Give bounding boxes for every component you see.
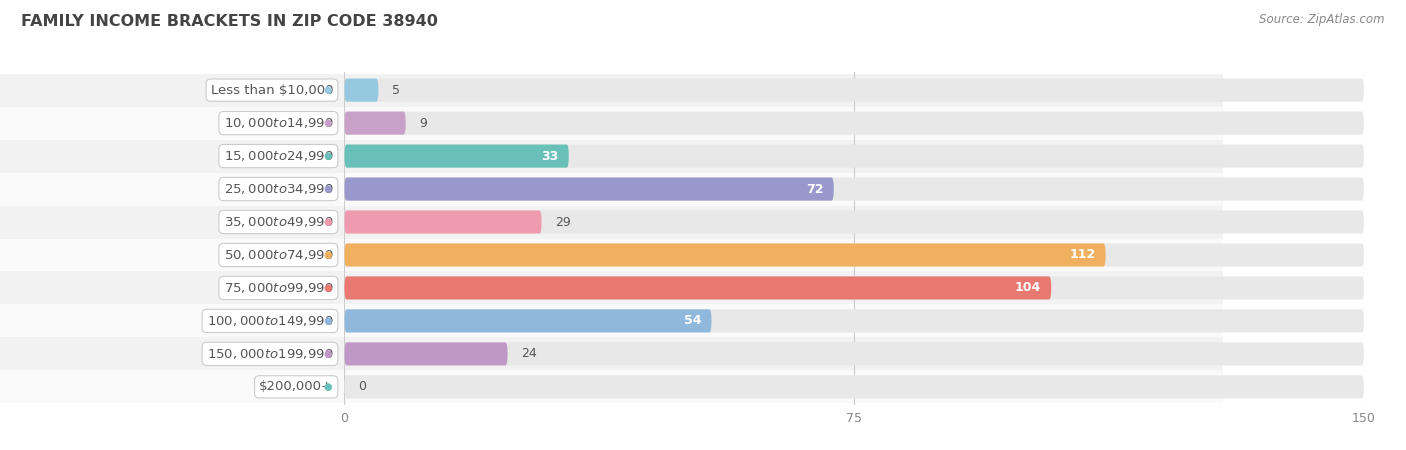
FancyBboxPatch shape (344, 177, 834, 201)
Text: FAMILY INCOME BRACKETS IN ZIP CODE 38940: FAMILY INCOME BRACKETS IN ZIP CODE 38940 (21, 14, 437, 28)
Text: 104: 104 (1015, 281, 1040, 294)
Text: $100,000 to $149,999: $100,000 to $149,999 (207, 314, 333, 328)
Text: ●: ● (323, 184, 332, 194)
Text: Less than $10,000: Less than $10,000 (211, 84, 333, 97)
Text: ●: ● (323, 316, 332, 326)
Text: $10,000 to $14,999: $10,000 to $14,999 (224, 116, 333, 130)
Text: 112: 112 (1069, 248, 1095, 261)
FancyBboxPatch shape (344, 243, 1364, 266)
Bar (0, 206, 1223, 238)
Text: 54: 54 (683, 315, 702, 328)
Bar (0, 74, 1223, 107)
FancyBboxPatch shape (344, 375, 1364, 398)
Bar (0, 305, 1223, 338)
Text: ●: ● (323, 217, 332, 227)
Text: $75,000 to $99,999: $75,000 to $99,999 (224, 281, 333, 295)
FancyBboxPatch shape (344, 144, 1364, 167)
FancyBboxPatch shape (344, 342, 508, 365)
Text: ●: ● (323, 382, 332, 392)
Bar (0, 107, 1223, 140)
Text: $50,000 to $74,999: $50,000 to $74,999 (224, 248, 333, 262)
Text: $15,000 to $24,999: $15,000 to $24,999 (224, 149, 333, 163)
Text: 72: 72 (806, 183, 824, 196)
Text: ●: ● (323, 283, 332, 293)
Bar (0, 172, 1223, 206)
Text: $200,000+: $200,000+ (259, 380, 333, 393)
Bar (0, 238, 1223, 271)
FancyBboxPatch shape (344, 342, 1364, 365)
Text: $150,000 to $199,999: $150,000 to $199,999 (207, 347, 333, 361)
FancyBboxPatch shape (344, 310, 711, 333)
Text: 29: 29 (555, 216, 571, 229)
FancyBboxPatch shape (344, 79, 378, 102)
Bar (0, 338, 1223, 370)
Text: ●: ● (323, 151, 332, 161)
Text: 33: 33 (541, 149, 558, 162)
FancyBboxPatch shape (344, 79, 1364, 102)
Text: 5: 5 (392, 84, 401, 97)
Text: $25,000 to $34,999: $25,000 to $34,999 (224, 182, 333, 196)
FancyBboxPatch shape (344, 276, 1052, 300)
Text: 0: 0 (359, 380, 366, 393)
FancyBboxPatch shape (344, 211, 1364, 234)
Text: $35,000 to $49,999: $35,000 to $49,999 (224, 215, 333, 229)
Text: ●: ● (323, 118, 332, 128)
FancyBboxPatch shape (344, 211, 541, 234)
FancyBboxPatch shape (344, 310, 1364, 333)
Text: 24: 24 (522, 347, 537, 360)
Text: Source: ZipAtlas.com: Source: ZipAtlas.com (1260, 14, 1385, 27)
FancyBboxPatch shape (344, 243, 1105, 266)
FancyBboxPatch shape (344, 112, 405, 135)
Bar (0, 271, 1223, 305)
Text: ●: ● (323, 250, 332, 260)
Text: ●: ● (323, 349, 332, 359)
FancyBboxPatch shape (344, 144, 568, 167)
FancyBboxPatch shape (344, 112, 1364, 135)
FancyBboxPatch shape (344, 177, 1364, 201)
Bar (0, 370, 1223, 403)
Text: 9: 9 (419, 117, 427, 130)
Text: ●: ● (323, 85, 332, 95)
Bar (0, 140, 1223, 172)
FancyBboxPatch shape (344, 276, 1364, 300)
